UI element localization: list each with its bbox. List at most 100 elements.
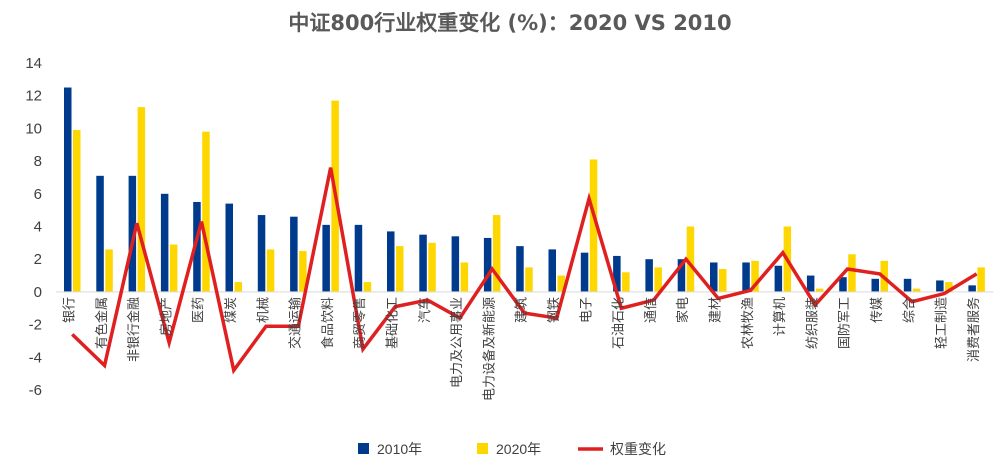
bar-2010 — [613, 255, 621, 292]
x-tick-label: 交通运输 — [288, 297, 304, 349]
legend-label-change: 权重变化 — [610, 441, 666, 457]
x-axis-labels: 银行 有色金属 非银行金融 房地产 医药 煤炭 机械 交通运输 食品饮料 商贸零售 基础化工 汽车 电力… — [63, 297, 982, 401]
x-tick-label: 家电 — [675, 297, 691, 323]
bar-2020 — [719, 269, 727, 292]
x-tick-label: 银行 — [63, 297, 78, 323]
bar-2010 — [354, 224, 363, 292]
x-tick-label: 食品饮料 — [320, 297, 336, 349]
x-tick-label: 传媒 — [870, 297, 885, 323]
bar-2010 — [871, 278, 879, 292]
bar-2010 — [968, 285, 976, 292]
bar-2020 — [945, 282, 953, 292]
bar-2010 — [96, 175, 104, 292]
x-tick-label: 计算机 — [773, 297, 788, 336]
bar-2010 — [64, 87, 72, 292]
x-tick-label: 电力及公用事业 — [450, 297, 465, 388]
y-tick-label: -4 — [29, 349, 42, 366]
bar-2020 — [654, 267, 662, 292]
bar-2020 — [686, 226, 695, 292]
x-tick-label: 有色金属 — [94, 297, 110, 349]
x-tick-label: 电子 — [579, 297, 594, 323]
legend-label-2020: 2020年 — [496, 441, 541, 457]
bar-2010 — [903, 278, 912, 292]
weight-change-line — [71, 167, 978, 375]
x-tick-label: 钢铁 — [547, 297, 562, 323]
bar-2010 — [548, 249, 556, 292]
bar-2020 — [751, 260, 759, 292]
bar-2010 — [322, 224, 330, 292]
x-tick-label: 石油石化 — [612, 297, 627, 349]
bar-2020 — [622, 272, 630, 292]
bar-2020 — [525, 267, 533, 292]
y-tick-label: 0 — [34, 284, 42, 301]
bar-2020 — [363, 282, 372, 292]
bar-2020 — [137, 107, 146, 292]
x-tick-label: 机械 — [256, 297, 271, 323]
bar-2010 — [160, 193, 169, 292]
bar-2010 — [419, 234, 427, 292]
bar-2020 — [202, 131, 210, 292]
y-tick-label: 2 — [34, 251, 42, 268]
bar-2010 — [451, 236, 460, 292]
legend-swatch-2020 — [477, 443, 488, 454]
bar-2020 — [169, 244, 178, 292]
x-tick-label: 农林牧渔 — [741, 297, 756, 349]
bar-2010 — [677, 259, 686, 292]
bar-2020 — [557, 275, 565, 292]
x-tick-label: 建材 — [709, 297, 724, 323]
bar-2010 — [580, 252, 589, 292]
x-tick-label: 非银行金融 — [126, 297, 142, 362]
bar-2010 — [936, 280, 944, 292]
bar-2020 — [848, 254, 856, 292]
bar-2020 — [815, 288, 824, 292]
y-tick-label: 6 — [34, 186, 42, 203]
y-tick-label: -6 — [29, 382, 42, 399]
bar-2010 — [290, 216, 298, 292]
bar-2010 — [645, 259, 653, 292]
bar-2010 — [806, 275, 815, 292]
bar-2020 — [460, 262, 469, 292]
bar-2020 — [492, 215, 501, 292]
bar-2010 — [516, 246, 524, 292]
bar-2020 — [299, 251, 307, 292]
x-tick-label: 基础化工 — [386, 297, 401, 349]
x-tick-label: 汽车 — [417, 297, 433, 323]
y-tick-label: 10 — [25, 120, 42, 137]
bar-2020 — [396, 246, 404, 292]
bar-2020 — [977, 267, 985, 292]
y-axis: -6 -4 -2 0 2 4 6 8 10 12 14 — [25, 55, 42, 399]
bar-2010 — [128, 175, 137, 292]
x-tick-label: 消费者服务 — [966, 297, 982, 362]
chart-title: 中证800行业权重变化 (%)：2020 VS 2010 — [288, 11, 731, 35]
bar-2010 — [483, 237, 492, 292]
bar-2010 — [742, 262, 750, 292]
x-tick-label: 商贸零售 — [352, 297, 368, 349]
bar-2020 — [234, 282, 242, 292]
x-tick-label: 医药 — [192, 297, 207, 323]
x-tick-label: 建筑 — [514, 297, 530, 323]
x-tick-label: 电力设备及新能源 — [481, 297, 497, 401]
x-tick-label: 轻工制造 — [935, 297, 950, 349]
y-tick-label: -2 — [29, 317, 42, 334]
y-tick-label: 8 — [34, 153, 42, 170]
bar-2010 — [193, 201, 201, 292]
bar-2010 — [257, 215, 266, 292]
legend: 2010年 2020年 权重变化 — [358, 441, 666, 457]
y-tick-label: 14 — [25, 55, 42, 72]
bar-2020 — [105, 249, 113, 292]
x-tick-label: 纺织服装 — [805, 297, 820, 349]
bar-2020 — [912, 288, 921, 292]
legend-swatch-2010 — [358, 443, 369, 454]
x-tick-label: 国防军工 — [837, 297, 853, 349]
x-tick-label: 煤炭 — [224, 297, 239, 323]
bar-2010 — [387, 231, 395, 292]
bar-2020 — [428, 242, 436, 292]
bar-2020 — [589, 159, 598, 292]
bar-2010 — [225, 203, 233, 292]
bar-2020 — [73, 130, 81, 292]
bar-2010 — [774, 265, 783, 292]
x-tick-label: 综合 — [902, 297, 917, 323]
y-tick-label: 12 — [25, 88, 42, 105]
legend-label-2010: 2010年 — [377, 441, 422, 457]
